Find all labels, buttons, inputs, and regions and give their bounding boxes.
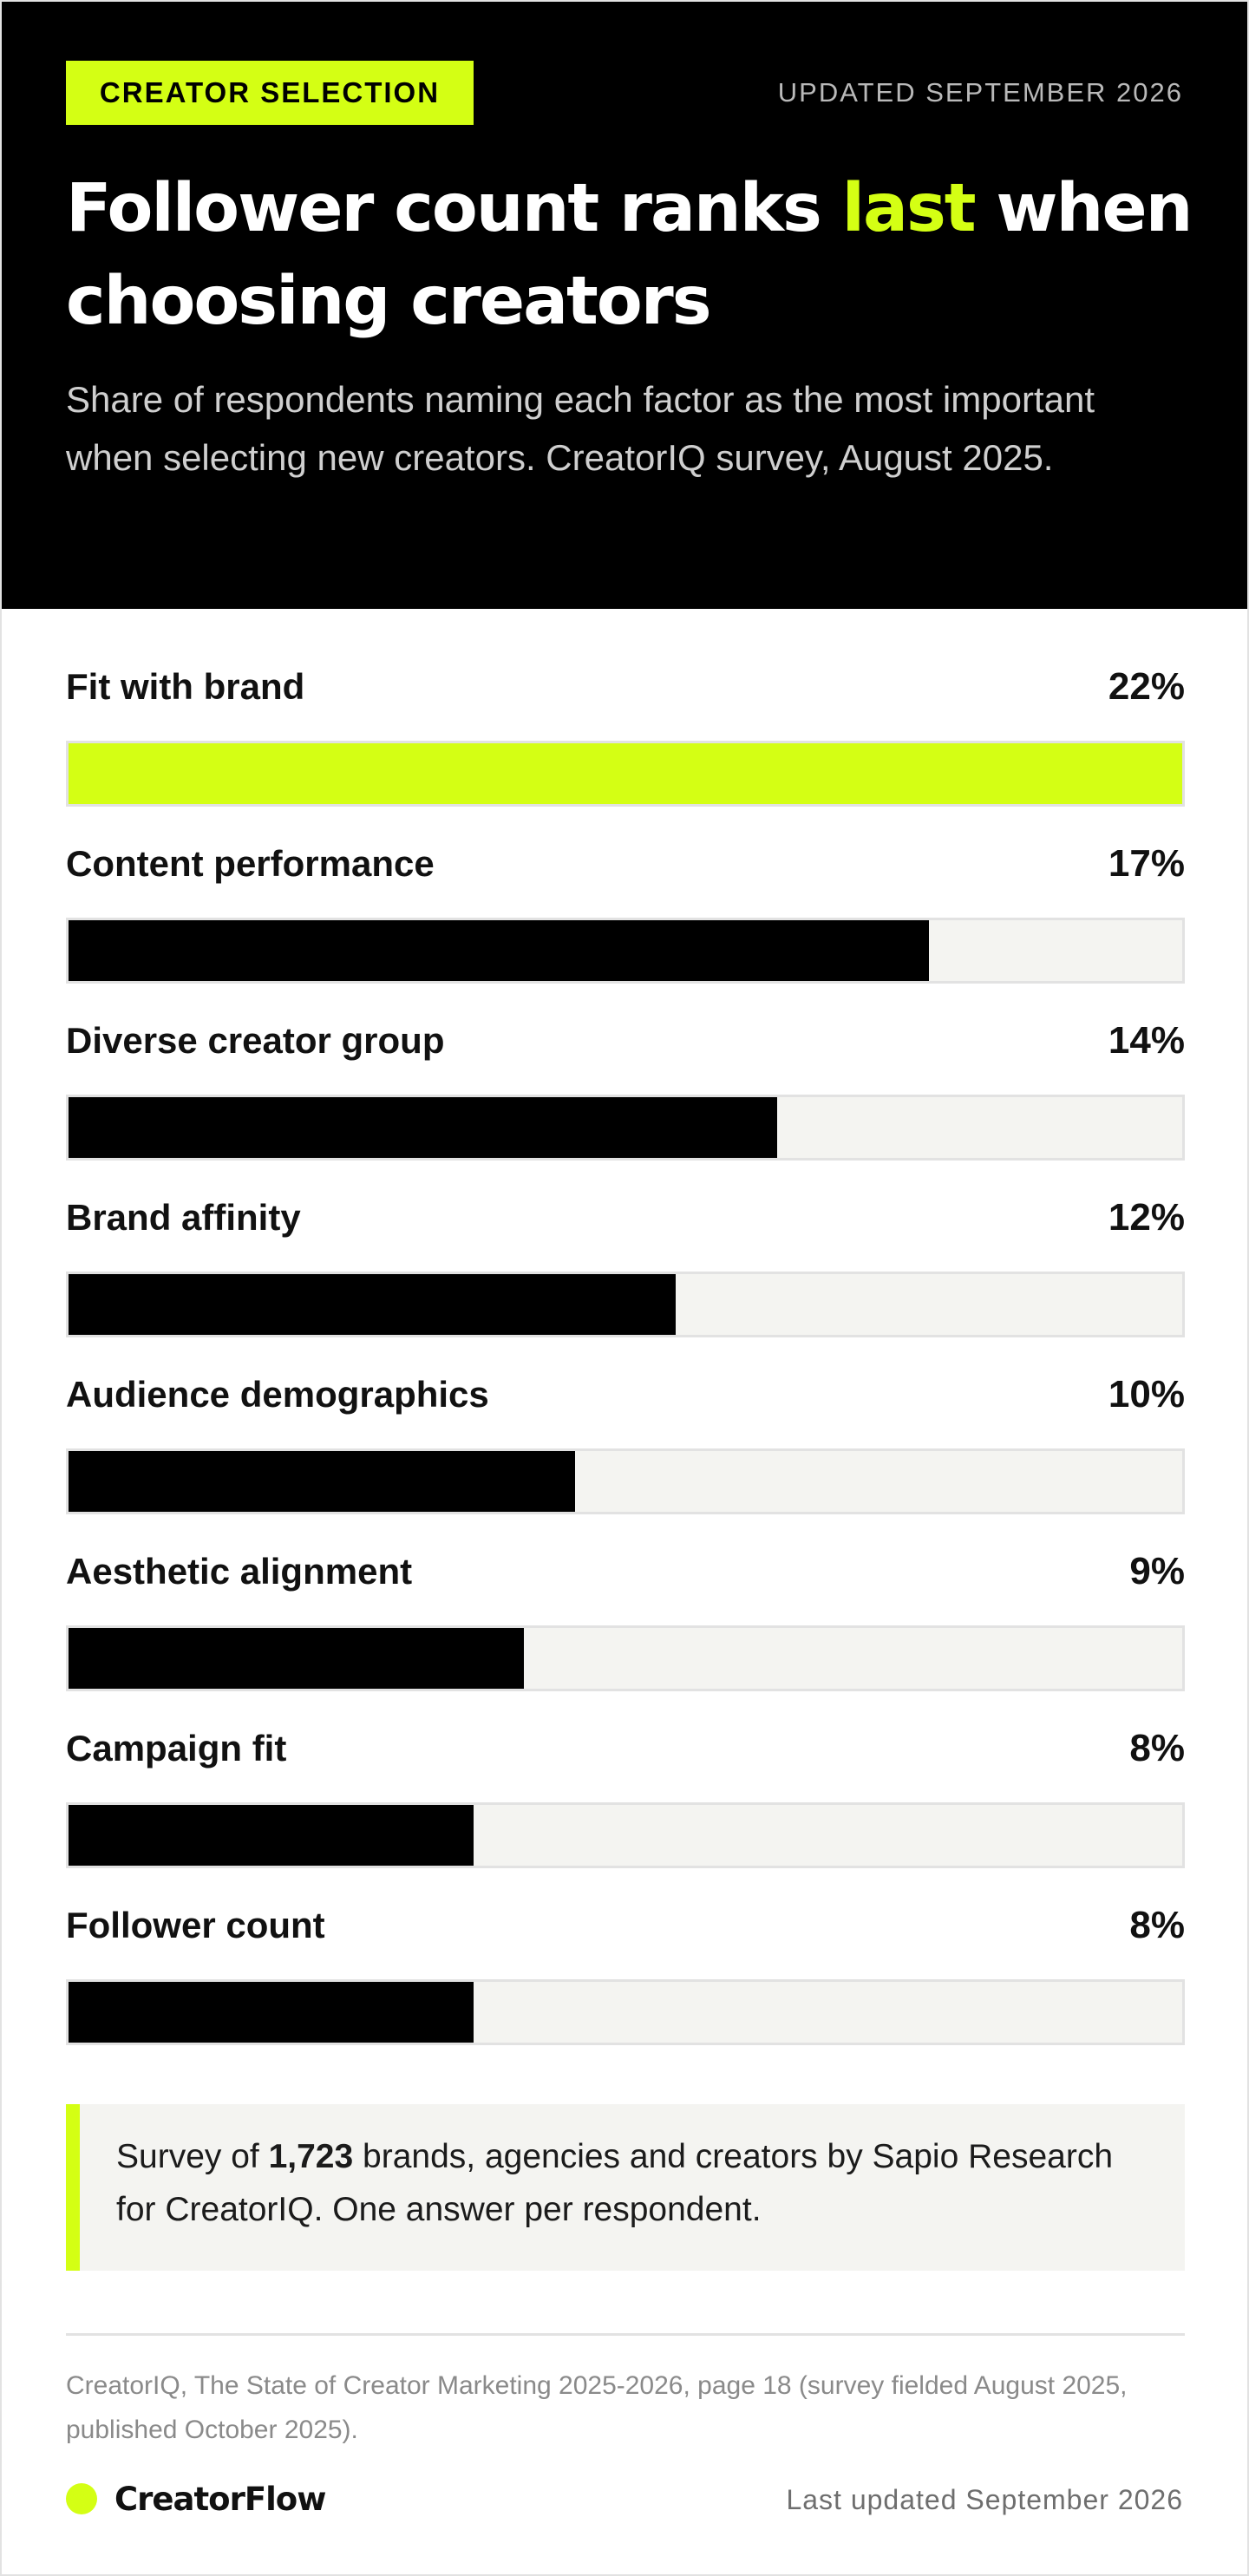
footer-divider (66, 2333, 1185, 2336)
brand-logo: CreatorFlow (66, 2477, 326, 2520)
respondent-count: 1,723 (268, 2138, 354, 2175)
brand-dot-icon (66, 2483, 97, 2514)
bar-chart: Fit with brand 22% Content performance 17% D… (66, 609, 1185, 2045)
page-title: Follower count ranks last when choosing … (66, 162, 1193, 348)
chart-row: Diverse creator group 14% (66, 963, 1185, 1161)
title-text-after: when choosing creators (66, 170, 1193, 340)
bar-track (66, 1625, 1185, 1691)
chart-row: Follower count 8% (66, 1847, 1185, 2045)
category-label: Aesthetic alignment (66, 1551, 413, 1592)
note-prefix: Survey of (116, 2138, 269, 2175)
bar (69, 1097, 777, 1158)
header-section: CREATOR SELECTION UPDATED SEPTEMBER 2026… (2, 2, 1247, 609)
footer-updated-label: Last updated September 2026 (786, 2484, 1183, 2515)
category-label: Follower count (66, 1905, 325, 1945)
value-label: 17% (1108, 842, 1185, 885)
category-label: Brand affinity (66, 1197, 301, 1238)
bar (69, 1628, 524, 1689)
bar-track (66, 1979, 1185, 2045)
chart-row: Fit with brand 22% (66, 609, 1185, 807)
bar (69, 743, 1182, 804)
chart-row: Content performance 17% (66, 786, 1185, 984)
category-label: Campaign fit (66, 1728, 287, 1769)
updated-label: UPDATED SEPTEMBER 2026 (777, 77, 1183, 108)
category-label: Diverse creator group (66, 1020, 445, 1061)
bar-track (66, 741, 1185, 807)
title-text-before: Follower count ranks (66, 170, 842, 247)
brand-name: CreatorFlow (114, 2480, 326, 2518)
bar (69, 1805, 474, 1866)
source-citation: CreatorIQ, The State of Creator Marketin… (66, 2371, 1128, 2444)
category-badge: CREATOR SELECTION (66, 61, 474, 125)
chart-row: Aesthetic alignment 9% (66, 1494, 1185, 1691)
value-label: 8% (1129, 1727, 1185, 1769)
title-accent-word: last (841, 170, 977, 247)
bar (69, 1982, 474, 2043)
category-label: Content performance (66, 843, 435, 884)
category-label: Audience demographics (66, 1374, 489, 1415)
bar-track (66, 1802, 1185, 1868)
bar (69, 1451, 575, 1512)
value-label: 9% (1129, 1550, 1185, 1592)
value-label: 12% (1108, 1196, 1185, 1239)
value-label: 8% (1129, 1904, 1185, 1946)
category-label: Fit with brand (66, 666, 305, 707)
bar-track (66, 918, 1185, 984)
value-label: 10% (1108, 1373, 1185, 1415)
survey-note: Survey of 1,723 brands, agencies and cre… (66, 2104, 1185, 2271)
survey-note-text: Survey of 1,723 brands, agencies and cre… (116, 2130, 1150, 2236)
value-label: 14% (1108, 1019, 1185, 1062)
note-suffix: brands, agencies and creators by Sapio R… (116, 2138, 1114, 2228)
bar (69, 920, 929, 981)
chart-row: Brand affinity 12% (66, 1140, 1185, 1337)
bar-track (66, 1448, 1185, 1514)
value-label: 22% (1108, 665, 1185, 708)
bar-track (66, 1095, 1185, 1161)
chart-row: Audience demographics 10% (66, 1317, 1185, 1514)
chart-row: Campaign fit 8% (66, 1670, 1185, 1868)
bar (69, 1274, 676, 1335)
bar-track (66, 1272, 1185, 1337)
page-subtitle: Share of respondents naming each factor … (66, 379, 1095, 478)
